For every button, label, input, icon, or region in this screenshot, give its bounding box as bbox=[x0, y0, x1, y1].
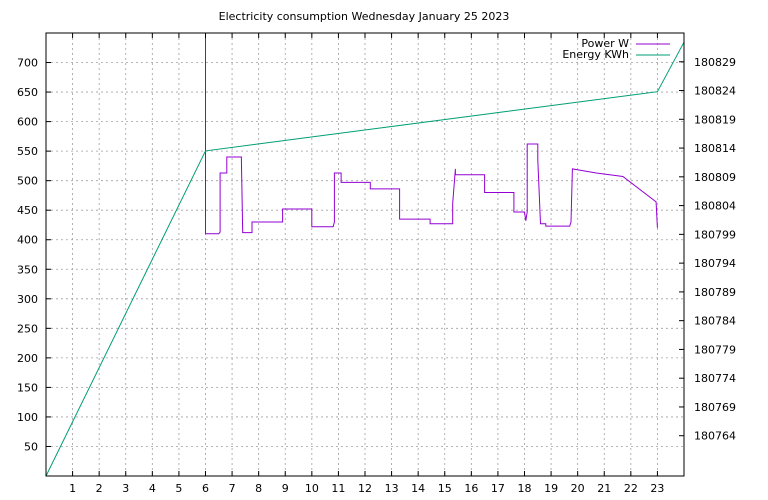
x-tick-label: 14 bbox=[411, 482, 425, 495]
y2-tick-label: 180809 bbox=[694, 171, 736, 184]
x-tick-label: 22 bbox=[624, 482, 638, 495]
y-tick-label: 50 bbox=[24, 440, 38, 453]
y-tick-label: 600 bbox=[17, 116, 38, 129]
y-tick-label: 400 bbox=[17, 234, 38, 247]
y2-tick-label: 180779 bbox=[694, 343, 736, 356]
x-tick-label: 6 bbox=[202, 482, 209, 495]
y-tick-label: 650 bbox=[17, 86, 38, 99]
y2-tick-label: 180789 bbox=[694, 286, 736, 299]
x-tick-label: 7 bbox=[229, 482, 236, 495]
x-tick-label: 21 bbox=[597, 482, 611, 495]
x-tick-label: 15 bbox=[438, 482, 452, 495]
y2-tick-label: 180764 bbox=[694, 430, 736, 443]
y-tick-label: 100 bbox=[17, 411, 38, 424]
x-tick-label: 5 bbox=[175, 482, 182, 495]
x-tick-label: 1 bbox=[69, 482, 76, 495]
y-tick-label: 550 bbox=[17, 145, 38, 158]
y-tick-label: 700 bbox=[17, 57, 38, 70]
y2-tick-label: 180814 bbox=[694, 142, 736, 155]
x-tick-label: 11 bbox=[331, 482, 345, 495]
y2-tick-label: 180824 bbox=[694, 85, 736, 98]
x-tick-label: 8 bbox=[255, 482, 262, 495]
y2-tick-label: 180784 bbox=[694, 315, 736, 328]
series-layer bbox=[45, 33, 685, 477]
legend-label-energy: Energy KWh bbox=[562, 48, 629, 61]
x-tick-label: 4 bbox=[149, 482, 156, 495]
x-tick-label: 2 bbox=[96, 482, 103, 495]
y2-tick-label: 180804 bbox=[694, 200, 736, 213]
x-tick-label: 20 bbox=[571, 482, 585, 495]
series-line-power bbox=[205, 33, 658, 235]
y2-tick-label: 180794 bbox=[694, 257, 736, 270]
x-tick-label: 13 bbox=[385, 482, 399, 495]
y2-tick-label: 180774 bbox=[694, 372, 736, 385]
y-tick-label: 450 bbox=[17, 204, 38, 217]
x-tick-label: 12 bbox=[358, 482, 372, 495]
x-tick-label: 19 bbox=[544, 482, 558, 495]
y-tick-label: 200 bbox=[17, 352, 38, 365]
chart-title: Electricity consumption Wednesday Januar… bbox=[219, 10, 510, 23]
y2-tick-label: 180829 bbox=[694, 56, 736, 69]
y-tick-label: 350 bbox=[17, 263, 38, 276]
x-tick-label: 18 bbox=[518, 482, 532, 495]
y2-tick-label: 180769 bbox=[694, 401, 736, 414]
x-tick-label: 10 bbox=[305, 482, 319, 495]
y-tick-label: 300 bbox=[17, 293, 38, 306]
y-tick-label: 500 bbox=[17, 175, 38, 188]
x-tick-label: 9 bbox=[282, 482, 289, 495]
legend-label-power: Power W bbox=[581, 37, 629, 50]
axis-ticks: 1 2 3 4 5 6 7 8 9 10 11 12 13 14 15 16 17 18 19 20 21 22 23501… bbox=[17, 33, 736, 495]
x-tick-label: 16 bbox=[464, 482, 478, 495]
x-tick-label: 17 bbox=[491, 482, 505, 495]
x-tick-label: 3 bbox=[122, 482, 129, 495]
x-tick-label: 23 bbox=[650, 482, 664, 495]
y-tick-label: 150 bbox=[17, 381, 38, 394]
y-tick-label: 250 bbox=[17, 322, 38, 335]
y2-tick-label: 180819 bbox=[694, 113, 736, 126]
y2-tick-label: 180799 bbox=[694, 228, 736, 241]
legend: Power W Energy KWh bbox=[562, 37, 670, 61]
grid-lines bbox=[46, 33, 684, 476]
series-line-energy bbox=[45, 41, 685, 477]
